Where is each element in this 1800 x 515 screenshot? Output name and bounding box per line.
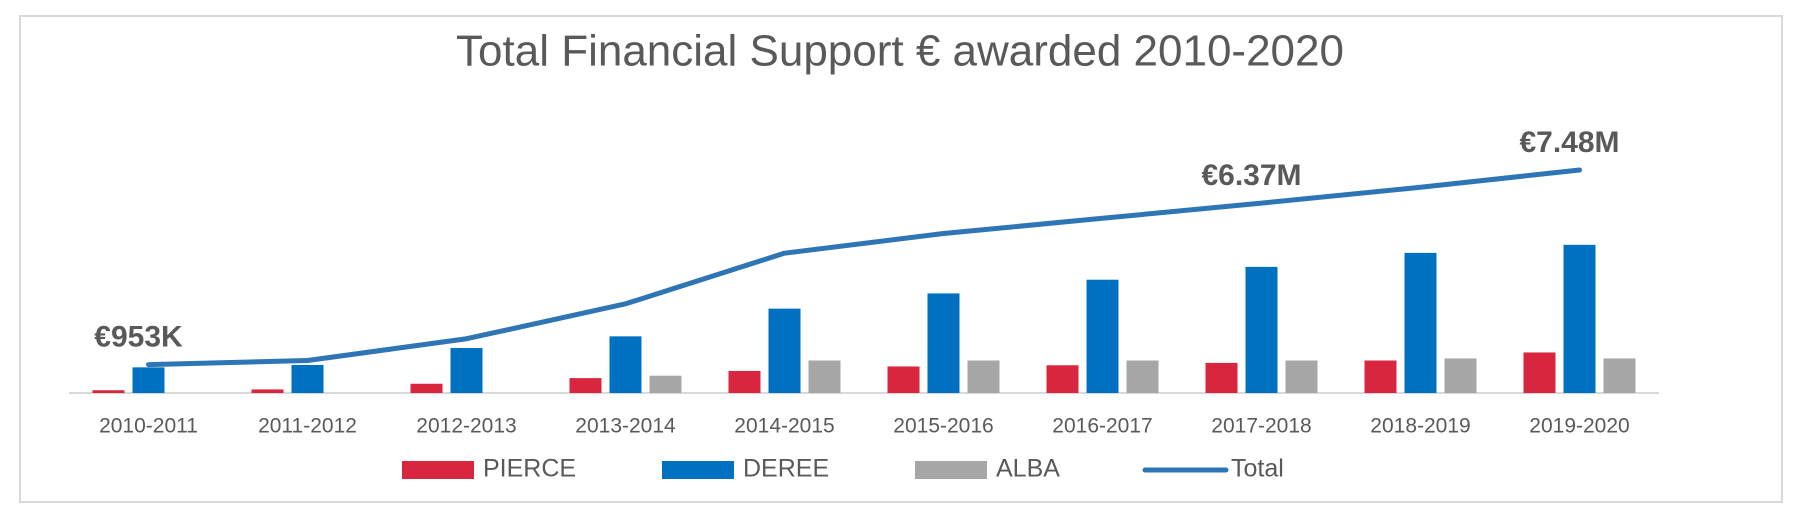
bar — [887, 366, 920, 393]
legend-label: Total — [1231, 455, 1284, 483]
x-tick-label: 2015-2016 — [893, 415, 993, 438]
bar — [1126, 360, 1159, 393]
legend-swatch — [915, 461, 987, 479]
data-label: €7.48M — [1519, 126, 1619, 159]
bar — [649, 375, 682, 393]
data-label: €6.37M — [1201, 159, 1301, 192]
x-tick-label: 2012-2013 — [416, 415, 516, 438]
bar — [1285, 360, 1318, 393]
bar — [609, 336, 642, 393]
legend-label: DEREE — [743, 455, 829, 483]
bar — [92, 390, 125, 393]
legend-swatch — [402, 461, 474, 479]
bar — [569, 378, 602, 393]
line — [146, 167, 1582, 368]
x-tick-label: 2013-2014 — [575, 415, 676, 438]
bar — [410, 383, 443, 393]
bar — [450, 347, 483, 393]
bar — [728, 370, 761, 393]
chart-title: Total Financial Support € awarded 2010-2… — [456, 27, 1344, 76]
bar — [291, 364, 324, 393]
bar — [251, 389, 284, 393]
x-tick-label: 2018-2019 — [1370, 415, 1470, 438]
bar — [132, 367, 165, 393]
x-tick-label: 2017-2018 — [1211, 415, 1311, 438]
data-label: €953K — [94, 321, 183, 354]
x-tick-label: 2014-2015 — [734, 415, 834, 438]
bar — [1364, 360, 1397, 393]
x-tick-label: 2010-2011 — [99, 415, 198, 438]
legend-label: PIERCE — [483, 455, 576, 483]
bar — [1245, 266, 1278, 393]
bar — [1404, 252, 1437, 393]
bar — [768, 308, 801, 393]
bar — [1086, 279, 1119, 393]
bar — [1046, 365, 1079, 393]
x-tick-label: 2019-2020 — [1529, 415, 1629, 438]
x-tick-label: 2011-2012 — [258, 415, 357, 438]
bar — [967, 360, 1000, 393]
legend-label: ALBA — [996, 455, 1060, 483]
bar — [1205, 362, 1238, 393]
bar — [808, 360, 841, 393]
bar — [1603, 358, 1636, 393]
bar — [1444, 358, 1477, 393]
bar — [927, 293, 960, 393]
bar — [1523, 352, 1556, 393]
chart-border — [19, 15, 1783, 503]
x-tick-label: 2016-2017 — [1052, 415, 1152, 438]
legend-swatch — [662, 461, 734, 479]
bar — [1563, 244, 1596, 393]
